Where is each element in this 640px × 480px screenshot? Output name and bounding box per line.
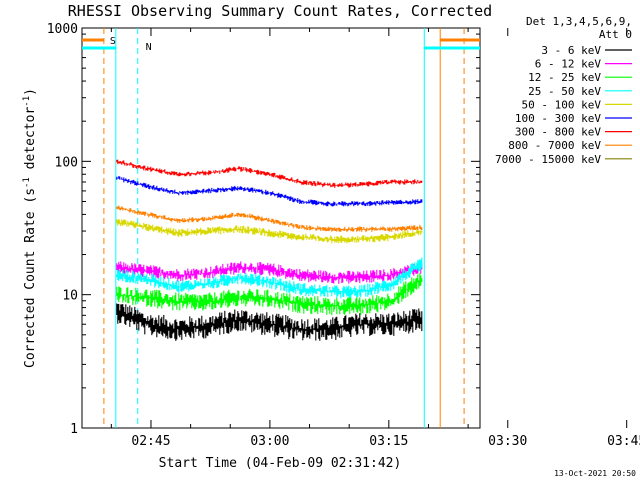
legend-entry-label: 12 - 25 keV [528, 71, 601, 84]
legend-entry-label: 300 - 800 keV [515, 126, 601, 139]
saa-label: S [110, 36, 116, 47]
legend-entry-label: 3 - 6 keV [541, 44, 601, 57]
series-6-line [116, 159, 423, 188]
legend-entry-label: 7000 - 15000 keV [495, 153, 601, 166]
x-tick-label: 02:45 [131, 434, 170, 449]
x-tick-label: 03:30 [488, 434, 527, 449]
series-4-line [116, 219, 423, 244]
y-tick-label: 1000 [47, 22, 78, 37]
chart-title: RHESSI Observing Summary Count Rates, Co… [68, 2, 492, 20]
y-axis-label-sup2: -1 [22, 96, 32, 107]
legend-entry-label: 800 - 7000 keV [508, 139, 601, 152]
series-layer [116, 159, 423, 341]
series-0-line [116, 303, 423, 341]
footer-date: 13-Oct-2021 20:50 [554, 469, 636, 478]
y-tick-label: 100 [55, 155, 78, 170]
series-1-line [116, 261, 423, 284]
observing-markers: SN [82, 28, 480, 428]
series-3-line [116, 257, 423, 299]
x-axis-label: Start Time (04-Feb-09 02:31:42) [159, 456, 402, 471]
plot-frame [81, 27, 481, 429]
legend-header-line1: Det 1,3,4,5,6,9, [526, 15, 632, 28]
y-tick-label: 1 [70, 422, 78, 437]
y-axis-label-end: ) [23, 88, 38, 96]
series-2-line [116, 273, 423, 316]
legend-entry-label: 6 - 12 keV [535, 58, 602, 71]
legend-entry-label: 50 - 100 keV [522, 98, 602, 111]
x-tick-label: 03:45 [607, 434, 640, 449]
x-tick-label: 03:00 [250, 434, 289, 449]
legend-entry-label: 100 - 300 keV [515, 112, 601, 125]
y-tick-label: 10 [62, 289, 78, 304]
legend-entry-label: 25 - 50 keV [528, 85, 601, 98]
series-5-line [116, 176, 423, 207]
x-tick-label: 03:15 [369, 434, 408, 449]
series-7-line [116, 205, 423, 232]
y-axis-label: Corrected Count Rate (s-1 detector-1) [22, 88, 38, 368]
legend-header-line2: Att 0 [599, 28, 632, 41]
night-label: N [146, 42, 152, 53]
y-axis-label-mid: detector [23, 107, 38, 178]
y-axis-label-main: Corrected Count Rate (s [23, 188, 38, 368]
y-axis-label-sup1: -1 [22, 177, 32, 188]
